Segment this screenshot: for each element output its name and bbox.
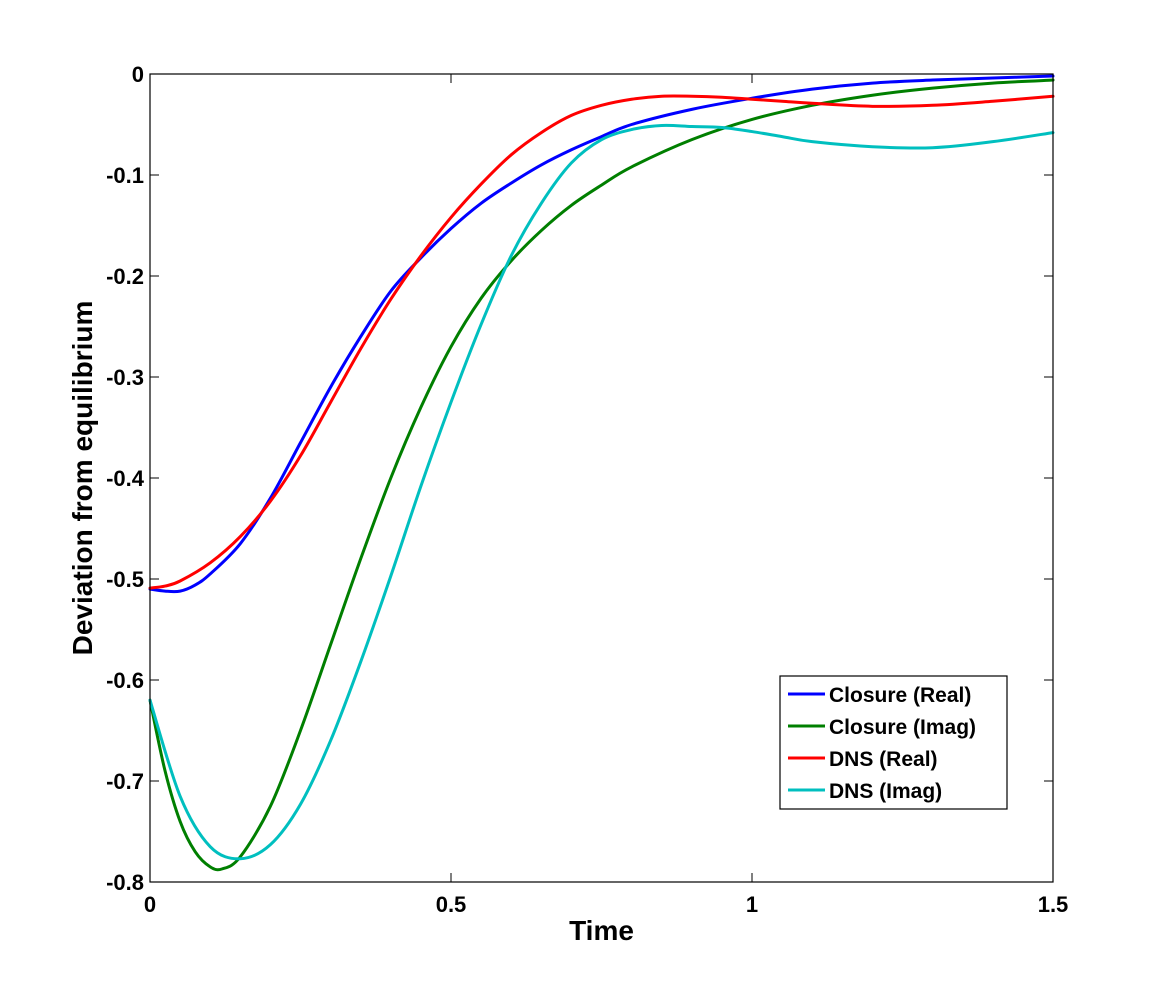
y-axis-label: Deviation from equilibrium — [67, 301, 98, 656]
x-axis-label: Time — [569, 915, 634, 946]
y-tick-label: -0.5 — [106, 567, 144, 592]
y-tick-label: -0.2 — [106, 264, 144, 289]
x-tick-label: 1.5 — [1038, 892, 1069, 917]
series-line-closure-imag — [148, 78, 1055, 872]
y-tick-label: -0.7 — [106, 769, 144, 794]
legend-label: DNS (Real) — [829, 748, 938, 771]
y-tick-label: 0 — [132, 62, 144, 87]
legend: Closure (Real) Closure (Imag) DNS (Real) DN… — [779, 675, 1008, 810]
series-layer — [148, 74, 1055, 872]
y-tick-label: -0.3 — [106, 365, 144, 390]
legend-label: DNS (Imag) — [829, 780, 942, 803]
series-line-closure-real — [148, 74, 1055, 594]
y-tick-label: -0.8 — [106, 870, 144, 895]
x-tick-label: 0 — [144, 892, 156, 917]
series-line-dns-real — [148, 94, 1055, 590]
y-tick-label: -0.1 — [106, 163, 144, 188]
tick-layer: 0 0.5 1 1.5 0 -0.1 -0.2 -0.3 -0.4 -0.5 -0.6 -0.7 -0.… — [106, 62, 1068, 917]
x-tick-label: 1 — [746, 892, 758, 917]
legend-box — [779, 675, 1008, 810]
legend-label: Closure (Imag) — [829, 716, 976, 739]
legend-label: Closure (Real) — [829, 684, 971, 707]
y-tick-label: -0.6 — [106, 668, 144, 693]
y-tick-label: -0.4 — [106, 466, 145, 491]
series-line-dns-imag — [148, 123, 1055, 861]
x-tick-label: 0.5 — [436, 892, 467, 917]
